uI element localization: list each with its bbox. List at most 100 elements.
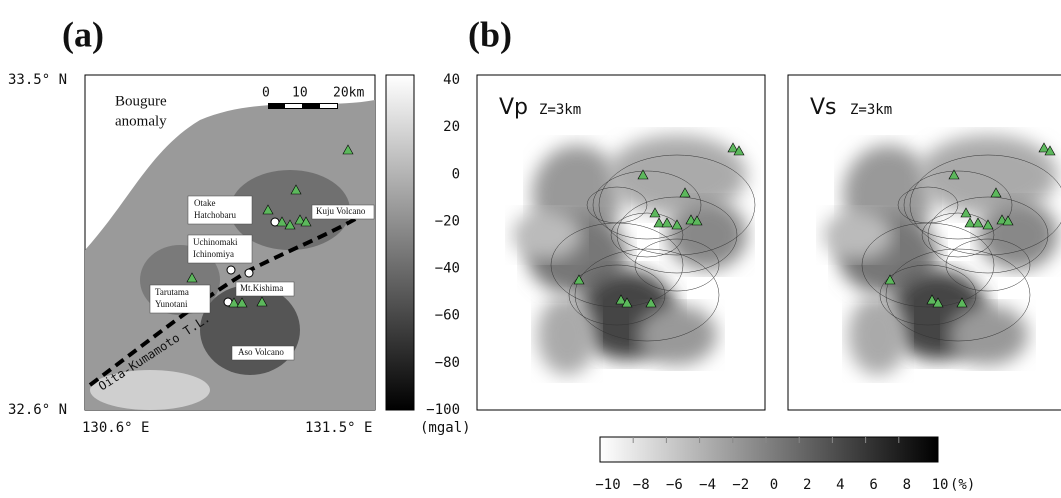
volcano-marker	[228, 297, 240, 308]
volcano-marker	[691, 215, 703, 226]
volcano-marker	[645, 297, 657, 308]
volcano-marker	[932, 297, 944, 308]
volcano-marker	[637, 169, 649, 180]
volcano-marker	[615, 294, 627, 305]
anomaly	[978, 200, 1058, 270]
volcano-marker	[964, 217, 976, 228]
volcano-marker	[972, 217, 984, 228]
volcano-marker	[276, 216, 288, 227]
colorbar-tick-label: 4	[836, 477, 844, 493]
contour	[550, 222, 684, 308]
contour	[574, 248, 720, 342]
colorbar-tick-label: −100	[426, 402, 460, 418]
colorbar-tick-label: 2	[803, 477, 811, 493]
place-label: Mt.Kishima	[240, 283, 283, 293]
volcano-marker	[262, 204, 274, 215]
contour	[592, 170, 702, 240]
lat-label: 33.5° N	[8, 72, 67, 88]
volcano-marker	[621, 297, 633, 308]
contour	[616, 196, 738, 274]
map-param: Vp	[499, 95, 528, 120]
contour	[598, 154, 756, 256]
colorbar-tick-label: −10	[595, 477, 620, 493]
contour	[909, 154, 1061, 256]
volcano-marker	[300, 216, 312, 227]
contour	[903, 170, 1013, 240]
volcano-marker	[661, 217, 673, 228]
panel-label: (a)	[62, 14, 104, 54]
lon-label: 130.6° E	[82, 420, 149, 436]
volcano-marker	[956, 297, 968, 308]
volcano-marker	[884, 274, 896, 285]
anomaly	[607, 135, 747, 215]
volcano-marker	[573, 274, 585, 285]
colorbar-tick-label: 0	[770, 477, 778, 493]
place-label: Otake	[194, 198, 216, 208]
colorbar-tick-label: 6	[869, 477, 877, 493]
colorbar-unit: (%)	[950, 477, 975, 493]
colorbar-tick-label: −4	[699, 477, 716, 493]
contour	[568, 264, 666, 326]
anomaly	[512, 210, 582, 260]
volcano-marker	[1044, 145, 1056, 156]
colorbar-tick-label: 20	[443, 119, 460, 135]
colorbar-tick-label: −60	[435, 308, 460, 324]
colorbar-tick-label: −80	[435, 355, 460, 371]
volcano-marker	[290, 184, 302, 195]
contour	[861, 222, 995, 308]
scale-label: 10	[292, 86, 308, 101]
contour	[634, 238, 720, 292]
volcano-marker	[653, 217, 665, 228]
place-label: Kuju Volcano	[316, 206, 366, 216]
place-label: Tarutama	[155, 287, 189, 297]
contour	[885, 248, 1031, 342]
contour	[927, 196, 1049, 274]
map-depth: Z=3km	[539, 102, 581, 118]
lon-label: 131.5° E	[305, 420, 372, 436]
colorbar	[385, 74, 415, 411]
volcano-marker	[990, 187, 1002, 198]
contour	[945, 238, 1031, 292]
anomaly	[637, 305, 717, 365]
volcano-marker	[926, 294, 938, 305]
tomography-map	[512, 135, 756, 375]
volcano-marker	[671, 219, 683, 230]
panel-label: (b)	[468, 14, 512, 54]
place-label: Ichinomiya	[193, 249, 234, 259]
volcano-marker	[186, 272, 198, 283]
contour	[921, 212, 995, 258]
place-label: Yunotani	[155, 299, 188, 309]
place-label: Aso Volcano	[238, 347, 284, 357]
contour	[879, 264, 977, 326]
volcano-marker	[294, 214, 306, 225]
volcano-marker	[649, 207, 661, 218]
place-label: Uchinomaki	[193, 237, 238, 247]
volcano-marker	[960, 207, 972, 218]
volcano-marker	[733, 145, 745, 156]
colorbar-tick-label: −2	[732, 477, 749, 493]
anomaly	[948, 305, 1028, 365]
anomaly	[848, 295, 908, 375]
volcano-marker	[1002, 215, 1014, 226]
colorbar-tick-label: 40	[443, 72, 460, 88]
volcano-marker	[236, 297, 248, 308]
lat-label: 32.6° N	[8, 402, 67, 418]
scale-label: 20km	[333, 86, 364, 101]
volcano-marker	[284, 219, 296, 230]
colorbar-tick-label: 0	[452, 166, 460, 182]
colorbar-tick-label: −6	[666, 477, 683, 493]
anomaly	[918, 135, 1058, 215]
colorbar-tick-label: −8	[633, 477, 650, 493]
anomaly	[823, 210, 893, 260]
colorbar-tick-label: 10	[932, 477, 949, 493]
map-title: anomaly	[115, 113, 167, 129]
volcano-marker	[342, 144, 354, 155]
colorbar	[599, 436, 939, 463]
scale-label: 0	[262, 86, 270, 101]
tomography-map	[823, 135, 1061, 375]
colorbar-tick-label: −40	[435, 261, 460, 277]
colorbar-unit: (mgal)	[420, 420, 471, 436]
map-param: Vs	[810, 95, 837, 120]
volcano-marker	[982, 219, 994, 230]
